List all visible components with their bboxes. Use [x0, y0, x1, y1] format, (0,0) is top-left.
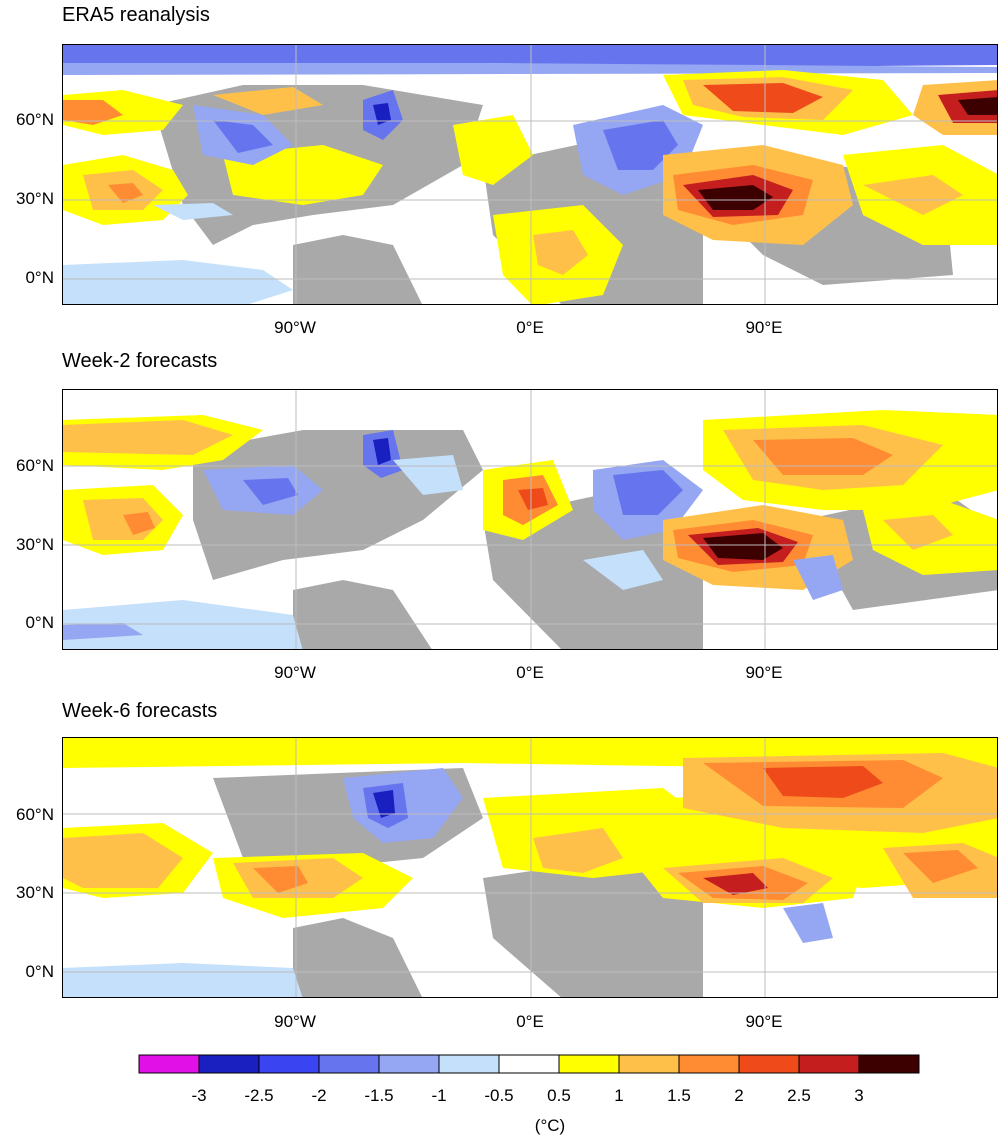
colorbar-swatch: [258, 1054, 320, 1074]
lat-label-30n-2: 30°N: [16, 535, 54, 554]
colorbar-tick-label: -1: [431, 1086, 447, 1105]
colorbar-tick-label: 2: [734, 1086, 744, 1105]
lat-label-0n-2: 0°N: [25, 613, 54, 632]
lat-label-30n: 30°N: [16, 189, 54, 208]
lat-label-60n-2: 60°N: [16, 456, 54, 475]
lat-label-0n-3: 0°N: [25, 962, 54, 981]
colorbar-tick-label: -3: [191, 1086, 207, 1105]
panel-title-week2: Week-2 forecasts: [62, 350, 218, 372]
colorbar-swatch: [858, 1054, 920, 1074]
colorbar-tick-label: -2.5: [244, 1086, 274, 1105]
lon-label-0e-2: 0°E: [516, 663, 544, 682]
lon-label-90w: 90°W: [274, 318, 316, 337]
colorbar-swatch: [438, 1054, 500, 1074]
colorbar-tick-label: -1.5: [364, 1086, 394, 1105]
colorbar-swatch: [318, 1054, 380, 1074]
lon-label-90e-3: 90°E: [745, 1012, 783, 1031]
colorbar-tick-label: -0.5: [484, 1086, 514, 1105]
map-panel-era5: [62, 44, 998, 305]
lat-label-30n-3: 30°N: [16, 883, 54, 902]
colorbar: [138, 1054, 920, 1074]
colorbar-swatch: [558, 1054, 620, 1074]
colorbar-swatch: [798, 1054, 860, 1074]
colorbar-unit: (°C): [534, 1116, 566, 1135]
lon-label-0e-3: 0°E: [516, 1012, 544, 1031]
colorbar-swatch: [378, 1054, 440, 1074]
colorbar-swatch: [198, 1054, 260, 1074]
colorbar-tick-label: -2: [311, 1086, 327, 1105]
colorbar-swatch: [138, 1054, 200, 1074]
colorbar-swatch: [498, 1054, 560, 1074]
lon-label-90w-3: 90°W: [274, 1012, 316, 1031]
lat-label-60n-3: 60°N: [16, 805, 54, 824]
lon-label-0e: 0°E: [516, 318, 544, 337]
colorbar-swatch: [738, 1054, 800, 1074]
lon-label-90e: 90°E: [745, 318, 783, 337]
colorbar-tick-label: 2.5: [787, 1086, 811, 1105]
colorbar-tick-label: 1.5: [667, 1086, 691, 1105]
lat-label-60n: 60°N: [16, 110, 54, 129]
colorbar-tick-label: 3: [854, 1086, 864, 1105]
colorbar-swatch: [678, 1054, 740, 1074]
lon-label-90e-2: 90°E: [745, 663, 783, 682]
colorbar-tick-label: 0.5: [547, 1086, 571, 1105]
panel-title-era5: ERA5 reanalysis: [62, 4, 210, 26]
map-panel-week6: [62, 737, 998, 998]
colorbar-swatch: [618, 1054, 680, 1074]
panel-title-week6: Week-6 forecasts: [62, 700, 218, 722]
map-panel-week2: [62, 389, 998, 650]
colorbar-tick-label: 1: [614, 1086, 624, 1105]
lon-label-90w-2: 90°W: [274, 663, 316, 682]
lat-label-0n: 0°N: [25, 268, 54, 287]
